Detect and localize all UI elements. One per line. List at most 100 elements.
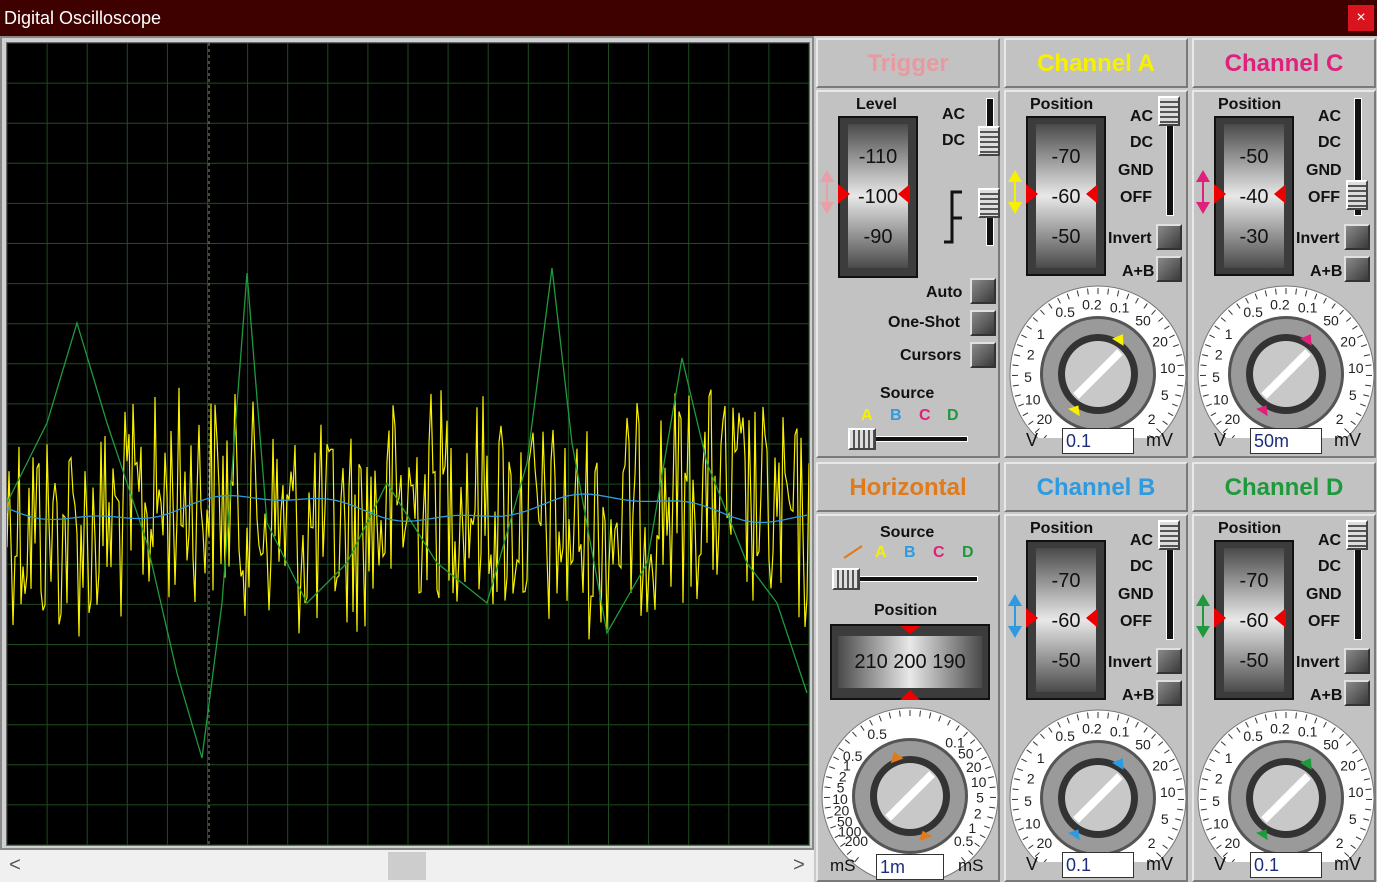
channel-c-apb-button[interactable] xyxy=(1344,256,1370,282)
channel-a-position-markers xyxy=(1026,184,1098,204)
dial-label: 2 xyxy=(1215,346,1223,362)
channel-d-position-label: Position xyxy=(1218,520,1282,537)
channel-d-coupling-thumb[interactable] xyxy=(1346,520,1368,550)
dial-label: 0.5 xyxy=(1243,304,1263,320)
horizontal-position-markers xyxy=(900,626,920,700)
auto-button[interactable] xyxy=(970,278,996,304)
scroll-left-arrow-icon[interactable]: < xyxy=(9,854,21,876)
channel-b-coupling-thumb[interactable] xyxy=(1158,520,1180,550)
trigger-edge-icon xyxy=(944,190,962,244)
channel-d-invert-button[interactable] xyxy=(1344,648,1370,674)
channel-a-position-arrow-icon[interactable] xyxy=(1006,168,1032,218)
dial-label: 5 xyxy=(1212,369,1220,385)
channel-c-coupling-thumb[interactable] xyxy=(1346,180,1368,210)
channel-d-apb-button[interactable] xyxy=(1344,680,1370,706)
channel-a-apb-label: A+B xyxy=(1122,263,1155,280)
knob-pointer-icon xyxy=(1300,334,1312,346)
channel-a-unit-left: V xyxy=(1026,430,1039,450)
drum-value: -50 xyxy=(1239,146,1269,168)
dial-label: 2 xyxy=(1148,835,1156,851)
dial-label: 5 xyxy=(837,780,845,796)
channel-d-unit-right: mV xyxy=(1334,854,1361,874)
dial-label: 0.2 xyxy=(1270,296,1290,312)
channel-a-invert-button[interactable] xyxy=(1156,224,1182,250)
trigger-level-arrow-icon[interactable] xyxy=(818,168,844,218)
dial-label: 0.5 xyxy=(843,748,863,764)
drum-value: -70 xyxy=(1051,570,1081,592)
trigger-auto-label: Auto xyxy=(926,284,963,301)
channel-d-header: Channel D xyxy=(1192,462,1376,512)
channel-c-coupling-slider[interactable] xyxy=(1354,98,1362,216)
dial-label: 1 xyxy=(843,758,851,774)
channel-c-invert-button[interactable] xyxy=(1344,224,1370,250)
dial-label: 5 xyxy=(1349,811,1357,827)
channel-d-unit-left: V xyxy=(1214,854,1227,874)
channel-c-ac-label: AC xyxy=(1318,108,1342,125)
dial-label: 0.1 xyxy=(1298,299,1318,315)
channel-d-invert-label: Invert xyxy=(1296,654,1340,671)
horizontal-position-drum[interactable]: 210 200 190 xyxy=(830,624,990,700)
channel-b-position-label: Position xyxy=(1030,520,1094,537)
scroll-thumb[interactable] xyxy=(388,852,426,880)
dial-label: 5 xyxy=(1024,793,1032,809)
drum-value: -50 xyxy=(1051,226,1081,248)
dial-label: 0.5 xyxy=(867,726,887,742)
dial-label: 0.1 xyxy=(945,734,965,750)
channel-d-panel: Position -70 -60 -50 AC DC GND OFF Inver… xyxy=(1192,514,1376,882)
drum-value: -50 xyxy=(1239,650,1269,672)
channel-a-coupling-thumb[interactable] xyxy=(1158,96,1180,126)
dial-label: 0.5 xyxy=(1055,304,1075,320)
knob-pointer-icon xyxy=(1112,334,1124,346)
dial-label: 0.1 xyxy=(1110,723,1130,739)
channel-b-volts-value[interactable]: 0.1 xyxy=(1062,852,1134,878)
channel-b-position-arrow-icon[interactable] xyxy=(1006,592,1032,642)
dial-label: 2 xyxy=(1336,411,1344,427)
dial-label: 20 xyxy=(1340,758,1356,774)
cursors-button[interactable] xyxy=(970,342,996,368)
trigger-edge-thumb[interactable] xyxy=(978,188,1000,218)
channel-d-position-arrow-icon[interactable] xyxy=(1194,592,1220,642)
knob-pointer-icon xyxy=(1112,758,1124,770)
horizontal-unit-left: mS xyxy=(830,856,856,875)
channel-a-volts-value[interactable]: 0.1 xyxy=(1062,428,1134,454)
channel-b-off-label: OFF xyxy=(1120,613,1152,630)
horizontal-source-label: Source xyxy=(880,524,935,541)
channel-d-off-label: OFF xyxy=(1308,613,1340,630)
close-button[interactable]: × xyxy=(1348,5,1374,31)
channel-d-volts-value[interactable]: 0.1 xyxy=(1250,852,1322,878)
channel-a-ac-label: AC xyxy=(1130,108,1154,125)
horizontal-panel: Source A B C D Position 210 200 190 200 1… xyxy=(816,514,1000,882)
dial-label: 20 xyxy=(834,802,850,818)
channel-a-apb-button[interactable] xyxy=(1156,256,1182,282)
trigger-ac-label: AC xyxy=(942,106,966,123)
channel-b-apb-button[interactable] xyxy=(1156,680,1182,706)
channel-a-trace xyxy=(6,387,810,640)
channel-d-ac-label: AC xyxy=(1318,532,1342,549)
one-shot-button[interactable] xyxy=(970,310,996,336)
trigger-cursors-label: Cursors xyxy=(900,347,962,364)
dial-label: 2 xyxy=(1215,770,1223,786)
horizontal-timebase-value[interactable]: 1m xyxy=(876,854,944,880)
dial-label: 10 xyxy=(1348,360,1364,376)
channel-b-invert-button[interactable] xyxy=(1156,648,1182,674)
dial-label: 50 xyxy=(1135,736,1151,752)
trigger-source-thumb[interactable] xyxy=(848,428,876,450)
channel-c-apb-label: A+B xyxy=(1310,263,1343,280)
channel-c-invert-label: Invert xyxy=(1296,230,1340,247)
dial-label: 2 xyxy=(1336,835,1344,851)
horizontal-source-thumb[interactable] xyxy=(832,568,860,590)
dial-label: 50 xyxy=(1135,312,1151,328)
dial-label: 20 xyxy=(1037,411,1053,427)
channel-c-volts-value[interactable]: 50m xyxy=(1250,428,1322,454)
channel-c-position-arrow-icon[interactable] xyxy=(1194,168,1220,218)
channel-a-header: Channel A xyxy=(1004,38,1188,88)
trigger-coupling-thumb[interactable] xyxy=(978,126,1000,156)
scroll-right-arrow-icon[interactable]: > xyxy=(793,854,805,876)
horizontal-scrollbar[interactable]: < > xyxy=(0,850,814,882)
channel-d-position-drum[interactable]: -70 -60 -50 xyxy=(1214,540,1294,700)
